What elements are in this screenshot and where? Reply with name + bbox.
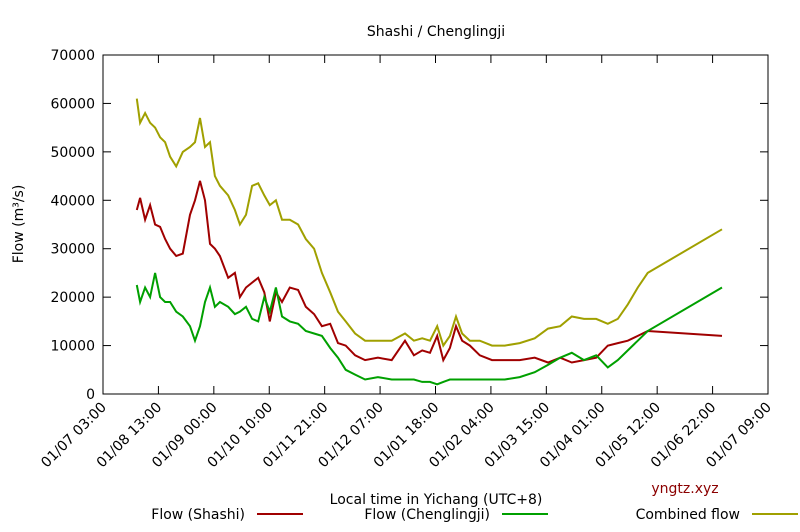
chart-title: Shashi / Chenglingji <box>367 24 505 40</box>
y-tick-label: 70000 <box>50 48 95 64</box>
legend-label: Flow (Chenglingji) <box>364 507 490 523</box>
y-tick-label: 30000 <box>50 242 95 258</box>
y-tick-label: 50000 <box>50 145 95 161</box>
series-line <box>135 98 723 348</box>
x-axis-label: Local time in Yichang (UTC+8) <box>330 492 543 508</box>
y-tick-label: 40000 <box>50 193 95 209</box>
series-line <box>135 180 723 364</box>
y-tick-label: 60000 <box>50 96 95 112</box>
y-tick-label: 10000 <box>50 339 95 355</box>
series-line <box>135 272 723 386</box>
legend-label: Flow (Shashi) <box>151 507 245 523</box>
legend-label: Combined flow <box>636 507 740 523</box>
y-tick-label: 0 <box>86 387 95 403</box>
y-axis-label: Flow (m³/s) <box>11 185 27 264</box>
y-tick-label: 20000 <box>50 290 95 306</box>
watermark: yngtz.xyz <box>651 481 718 497</box>
plot-frame <box>102 54 769 395</box>
